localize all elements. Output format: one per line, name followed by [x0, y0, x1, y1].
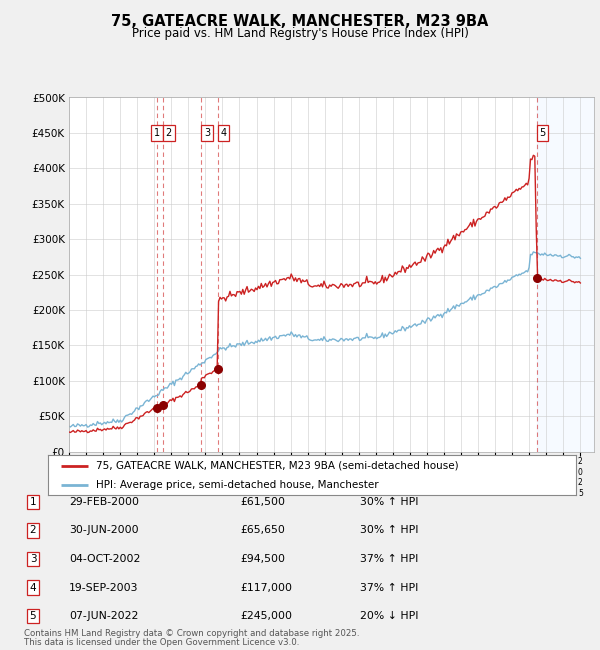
- Text: This data is licensed under the Open Government Licence v3.0.: This data is licensed under the Open Gov…: [24, 638, 299, 647]
- Text: 2: 2: [29, 525, 37, 536]
- Text: £245,000: £245,000: [240, 611, 292, 621]
- Text: 75, GATEACRE WALK, MANCHESTER, M23 9BA: 75, GATEACRE WALK, MANCHESTER, M23 9BA: [112, 14, 488, 29]
- Text: 30% ↑ HPI: 30% ↑ HPI: [360, 525, 419, 536]
- Text: £117,000: £117,000: [240, 582, 292, 593]
- Text: 2: 2: [166, 128, 172, 138]
- Text: 37% ↑ HPI: 37% ↑ HPI: [360, 554, 418, 564]
- Text: £61,500: £61,500: [240, 497, 285, 507]
- Text: 30-JUN-2000: 30-JUN-2000: [69, 525, 139, 536]
- Bar: [536, 98, 594, 452]
- Text: 04-OCT-2002: 04-OCT-2002: [69, 554, 140, 564]
- Text: 1: 1: [154, 128, 160, 138]
- Text: 19-SEP-2003: 19-SEP-2003: [69, 582, 139, 593]
- Text: 4: 4: [221, 128, 227, 138]
- Text: 29-FEB-2000: 29-FEB-2000: [69, 497, 139, 507]
- Text: £65,650: £65,650: [240, 525, 285, 536]
- Text: 07-JUN-2022: 07-JUN-2022: [69, 611, 139, 621]
- Text: 3: 3: [29, 554, 37, 564]
- Text: 20% ↓ HPI: 20% ↓ HPI: [360, 611, 419, 621]
- Text: 1: 1: [29, 497, 37, 507]
- Text: HPI: Average price, semi-detached house, Manchester: HPI: Average price, semi-detached house,…: [95, 480, 378, 490]
- Text: 5: 5: [539, 128, 545, 138]
- Text: 37% ↑ HPI: 37% ↑ HPI: [360, 582, 418, 593]
- Text: 30% ↑ HPI: 30% ↑ HPI: [360, 497, 419, 507]
- Text: Contains HM Land Registry data © Crown copyright and database right 2025.: Contains HM Land Registry data © Crown c…: [24, 629, 359, 638]
- Text: 4: 4: [29, 582, 37, 593]
- Text: £94,500: £94,500: [240, 554, 285, 564]
- Text: 3: 3: [204, 128, 211, 138]
- Text: 75, GATEACRE WALK, MANCHESTER, M23 9BA (semi-detached house): 75, GATEACRE WALK, MANCHESTER, M23 9BA (…: [95, 461, 458, 471]
- Text: Price paid vs. HM Land Registry's House Price Index (HPI): Price paid vs. HM Land Registry's House …: [131, 27, 469, 40]
- Text: 5: 5: [29, 611, 37, 621]
